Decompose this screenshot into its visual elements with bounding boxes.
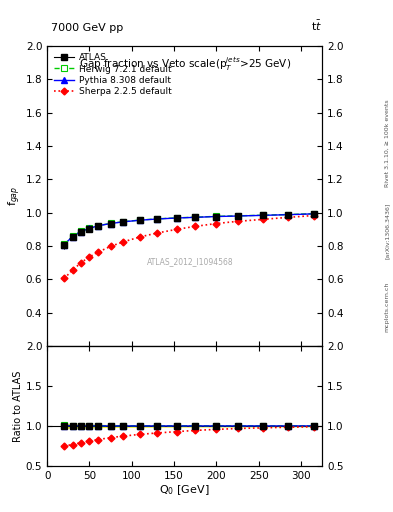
Text: Gap fraction vs Veto scale(p$_T^{jets}$>25 GeV): Gap fraction vs Veto scale(p$_T^{jets}$>… — [79, 55, 291, 73]
Y-axis label: f$_{gap}$: f$_{gap}$ — [7, 186, 23, 206]
X-axis label: Q$_0$ [GeV]: Q$_0$ [GeV] — [160, 483, 210, 497]
Y-axis label: Ratio to ATLAS: Ratio to ATLAS — [13, 370, 23, 442]
Legend: ATLAS, Herwig 7.2.1 default, Pythia 8.308 default, Sherpa 2.2.5 default: ATLAS, Herwig 7.2.1 default, Pythia 8.30… — [51, 51, 174, 99]
Text: ATLAS_2012_I1094568: ATLAS_2012_I1094568 — [147, 258, 233, 267]
Text: 7000 GeV pp: 7000 GeV pp — [51, 23, 123, 33]
Text: t$\bar{t}$: t$\bar{t}$ — [311, 19, 322, 33]
Text: Rivet 3.1.10, ≥ 100k events: Rivet 3.1.10, ≥ 100k events — [385, 99, 389, 187]
Text: [arXiv:1306.3436]: [arXiv:1306.3436] — [385, 202, 389, 259]
Text: mcplots.cern.ch: mcplots.cern.ch — [385, 282, 389, 332]
